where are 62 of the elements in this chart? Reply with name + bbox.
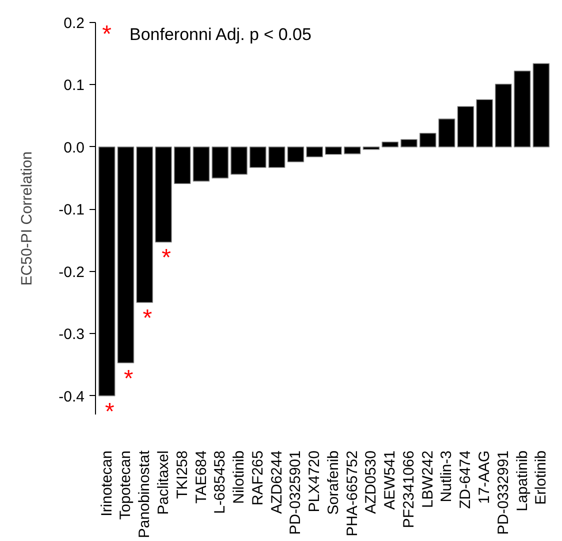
bar (287, 146, 304, 162)
y-tick-label: 0.1 (64, 77, 85, 94)
x-tick-label: TAE684 (192, 450, 210, 504)
bar (476, 99, 493, 148)
x-tick-label: PD-0332991 (494, 450, 512, 535)
bar (400, 139, 418, 148)
annotation: * (104, 398, 114, 426)
annotation: * (102, 21, 112, 48)
bar (382, 142, 399, 148)
x-tick-label: Topotecan (117, 450, 134, 520)
y-tick-label: 0.2 (64, 15, 85, 32)
bar (362, 146, 380, 150)
bar (344, 146, 361, 154)
x-tick-label: AEW541 (382, 450, 399, 510)
x-tick-label: Nutlin-3 (438, 450, 456, 502)
bar (325, 146, 342, 155)
y-tick-label: -0.4 (58, 388, 85, 406)
y-tick-label: -0.1 (58, 202, 85, 219)
y-axis-title: EC50-PI Correlation (18, 151, 36, 286)
bar (268, 146, 286, 168)
x-tick-label: Panobinostat (136, 450, 154, 538)
bar (98, 146, 116, 396)
bar (174, 146, 191, 184)
x-tick-label: PF2341066 (400, 450, 418, 528)
y-tick-label: 0.0 (64, 139, 85, 156)
x-tick-label: AZD6244 (268, 450, 286, 514)
x-tick-label: L-685458 (212, 450, 229, 514)
y-tick-label: -0.3 (58, 326, 85, 344)
x-tick-label: PD-0325901 (287, 450, 304, 535)
y-tick-label: -0.2 (58, 264, 85, 281)
x-tick-label: Lapatinib (514, 450, 531, 512)
x-tick-label: PLX4720 (306, 450, 324, 512)
x-tick-label: ZD-6474 (457, 450, 474, 509)
bar (155, 146, 172, 243)
bar (494, 84, 512, 148)
bar (136, 146, 154, 303)
annotation: * (162, 244, 171, 272)
x-tick-label: PHA-665752 (344, 450, 361, 536)
x-tick-label: TKI258 (174, 450, 191, 499)
x-tick-label: Nilotinib (230, 450, 248, 504)
bar (230, 146, 248, 175)
bar (212, 146, 229, 178)
bar (117, 146, 134, 364)
annotation: Bonferonni Adj. p < 0.05 (129, 25, 312, 44)
bar (438, 118, 456, 148)
bar (419, 132, 436, 148)
bar (306, 146, 323, 158)
bar (532, 63, 550, 148)
x-tick-label: 17-AAG (476, 450, 494, 504)
annotation: * (142, 305, 152, 332)
x-tick-label: Irinotecan (98, 450, 116, 516)
x-tick-label: Paclitaxel (154, 450, 172, 515)
bar (457, 106, 474, 148)
bar (249, 146, 266, 168)
bar (514, 70, 531, 148)
x-tick-label: Sorafenib (324, 450, 342, 515)
x-tick-label: AZD0530 (362, 450, 380, 514)
bar (192, 146, 210, 182)
x-tick-label: LBW242 (419, 450, 436, 508)
x-tick-label: Erlotinib (532, 450, 550, 505)
annotation: * (124, 365, 134, 392)
x-tick-label: RAF265 (249, 450, 266, 506)
